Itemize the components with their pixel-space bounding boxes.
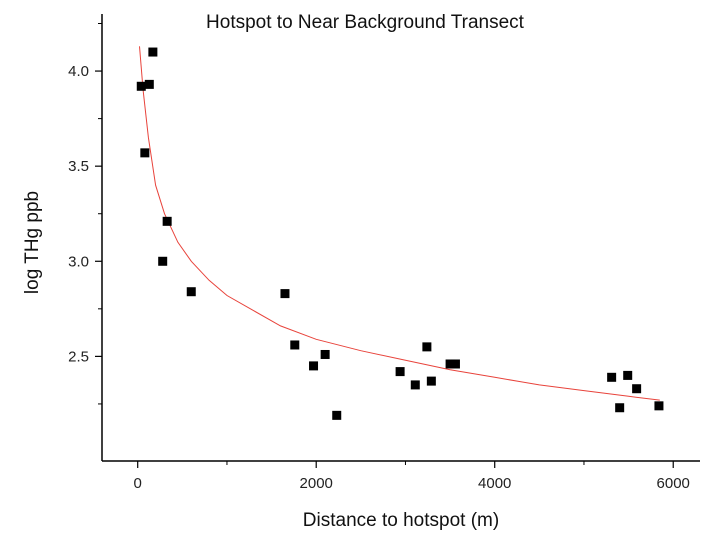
data-point <box>320 349 330 359</box>
data-point <box>623 370 633 380</box>
y-tick-label: 2.5 <box>68 348 89 365</box>
chart-title: Hotspot to Near Background Transect <box>206 12 525 33</box>
data-point <box>426 376 436 386</box>
x-tick-label: 6000 <box>657 475 690 492</box>
x-tick-label: 2000 <box>300 475 333 492</box>
data-point <box>162 216 172 226</box>
data-point <box>410 380 420 390</box>
x-axis-title: Distance to hotspot (m) <box>303 510 499 531</box>
x-tick-label: 4000 <box>478 475 511 492</box>
x-tick-label: 0 <box>134 475 142 492</box>
data-point <box>309 361 319 371</box>
data-point <box>607 372 617 382</box>
data-point <box>290 340 300 350</box>
data-point <box>158 256 168 266</box>
data-point <box>395 367 405 377</box>
y-tick-label: 3.5 <box>68 158 89 175</box>
data-point <box>144 79 154 89</box>
fit-curve <box>139 46 660 401</box>
data-point <box>422 342 432 352</box>
y-axis-title: log THg ppb <box>22 191 43 294</box>
data-point <box>615 403 625 413</box>
data-point <box>148 47 158 57</box>
data-point <box>632 384 642 394</box>
data-point <box>654 401 664 411</box>
data-point <box>332 410 342 420</box>
data-point <box>445 359 455 369</box>
y-tick-label: 4.0 <box>68 63 89 80</box>
data-point <box>136 81 146 91</box>
data-point <box>450 359 460 369</box>
data-point <box>140 148 150 158</box>
data-point <box>280 289 290 299</box>
data-point <box>186 287 196 297</box>
y-tick-label: 3.0 <box>68 253 89 270</box>
